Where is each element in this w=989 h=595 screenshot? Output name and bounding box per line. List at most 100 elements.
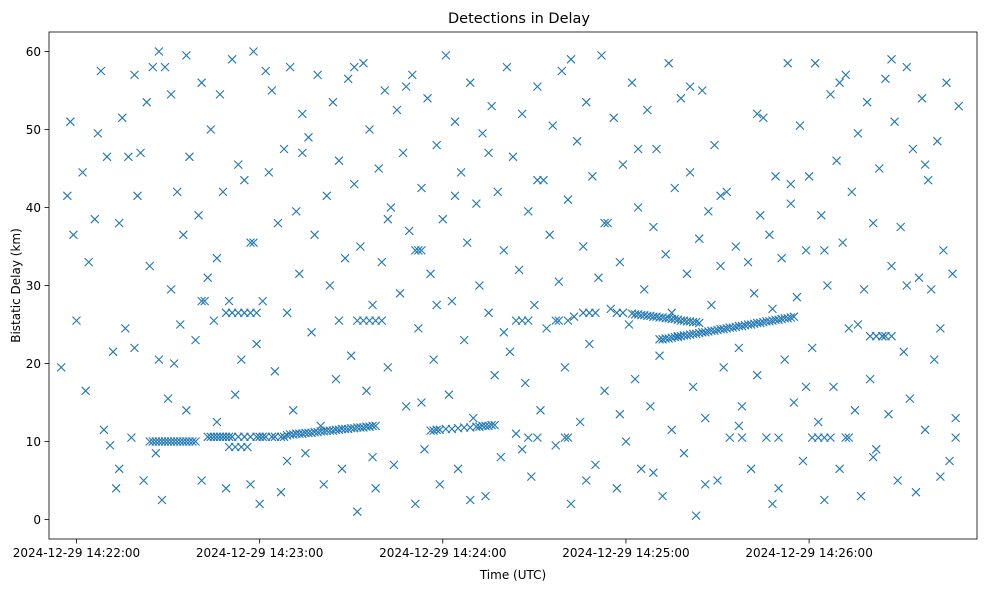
data-point-marker xyxy=(487,101,497,111)
data-point-marker xyxy=(899,347,909,357)
data-point-marker xyxy=(181,405,191,415)
data-point-marker xyxy=(691,317,701,327)
data-point-marker xyxy=(432,425,442,435)
y-tick-label: 30 xyxy=(26,279,41,293)
data-point-marker xyxy=(575,417,585,427)
data-point-marker xyxy=(481,491,490,501)
data-point-marker xyxy=(847,187,857,197)
data-point-marker xyxy=(902,62,912,72)
data-point-marker xyxy=(783,313,793,323)
data-point-marker xyxy=(297,148,307,158)
data-point-marker xyxy=(178,230,188,240)
data-point-marker xyxy=(84,257,94,267)
data-point-marker xyxy=(291,207,301,216)
data-point-marker xyxy=(887,54,896,64)
data-point-marker xyxy=(920,160,930,169)
data-point-marker xyxy=(560,433,570,442)
data-point-marker xyxy=(908,144,918,154)
data-point-marker xyxy=(389,460,399,470)
data-point-marker xyxy=(301,448,310,458)
data-point-marker xyxy=(911,487,921,497)
data-point-marker xyxy=(420,444,429,454)
data-point-marker xyxy=(563,316,573,325)
data-point-marker xyxy=(270,366,280,376)
data-point-marker xyxy=(768,304,777,314)
data-point-marker xyxy=(664,334,674,343)
data-point-marker xyxy=(926,285,936,294)
data-point-marker xyxy=(737,433,747,442)
data-point-marker xyxy=(645,402,655,411)
data-point-marker xyxy=(429,355,439,364)
data-point-marker xyxy=(902,281,912,290)
data-point-marker xyxy=(249,47,258,56)
data-point-marker xyxy=(117,113,127,123)
data-point-marker xyxy=(560,363,570,372)
data-point-marker xyxy=(517,109,527,119)
data-point-marker xyxy=(871,444,881,454)
data-point-marker xyxy=(359,58,368,68)
data-point-marker xyxy=(844,433,854,442)
data-point-marker xyxy=(529,300,539,310)
data-point-marker xyxy=(551,441,561,450)
data-point-marker xyxy=(499,246,509,255)
data-point-marker xyxy=(823,281,832,290)
data-point-marker xyxy=(618,160,628,169)
data-point-marker xyxy=(633,203,643,212)
data-point-marker xyxy=(728,323,738,333)
data-point-marker xyxy=(114,464,124,474)
x-tick-label: 2024-12-29 14:25:00 xyxy=(562,546,689,560)
data-point-marker xyxy=(453,464,463,474)
data-point-marker xyxy=(691,329,701,339)
data-point-marker xyxy=(154,355,164,364)
data-point-marker xyxy=(181,51,191,60)
data-point-marker xyxy=(130,343,139,353)
data-point-marker xyxy=(383,214,393,224)
data-point-marker xyxy=(160,62,170,72)
data-point-marker xyxy=(285,62,295,72)
y-tick-label: 20 xyxy=(26,357,41,371)
data-point-marker xyxy=(267,86,277,95)
data-point-marker xyxy=(566,54,576,64)
data-point-marker xyxy=(798,456,808,466)
data-point-marker xyxy=(395,288,405,298)
data-point-marker xyxy=(331,374,341,384)
data-point-marker xyxy=(175,320,185,329)
data-point-marker xyxy=(297,109,307,119)
data-point-marker xyxy=(939,246,948,255)
data-point-marker xyxy=(215,90,225,99)
data-point-marker xyxy=(484,148,493,158)
data-point-marker xyxy=(56,363,66,372)
data-point-marker xyxy=(859,285,869,294)
data-point-marker xyxy=(765,316,774,326)
data-point-marker xyxy=(334,316,344,325)
data-point-marker xyxy=(600,386,609,396)
data-point-marker xyxy=(661,249,671,259)
data-point-marker xyxy=(691,511,701,520)
data-point-marker xyxy=(789,398,799,407)
data-point-marker xyxy=(487,420,497,430)
data-point-marker xyxy=(786,313,796,322)
data-point-marker xyxy=(786,179,796,189)
data-point-marker xyxy=(832,156,841,166)
data-point-marker xyxy=(877,331,887,341)
y-tick-label: 10 xyxy=(26,435,41,449)
data-point-marker xyxy=(230,390,240,400)
data-point-marker xyxy=(884,409,893,419)
data-point-marker xyxy=(685,82,695,91)
data-point-marker xyxy=(923,175,933,185)
data-point-marker xyxy=(188,437,197,446)
data-point-marker xyxy=(307,327,316,337)
data-point-marker xyxy=(246,480,255,489)
data-point-marker xyxy=(700,413,710,423)
data-point-marker xyxy=(206,125,216,134)
data-point-marker xyxy=(639,285,649,294)
data-point-marker xyxy=(755,318,765,328)
data-point-marker xyxy=(502,62,512,72)
data-point-marker xyxy=(288,405,298,415)
data-point-marker xyxy=(649,222,658,232)
data-point-marker xyxy=(438,214,448,224)
data-point-marker xyxy=(526,472,536,481)
data-point-marker xyxy=(655,351,664,361)
data-point-marker xyxy=(536,405,545,415)
